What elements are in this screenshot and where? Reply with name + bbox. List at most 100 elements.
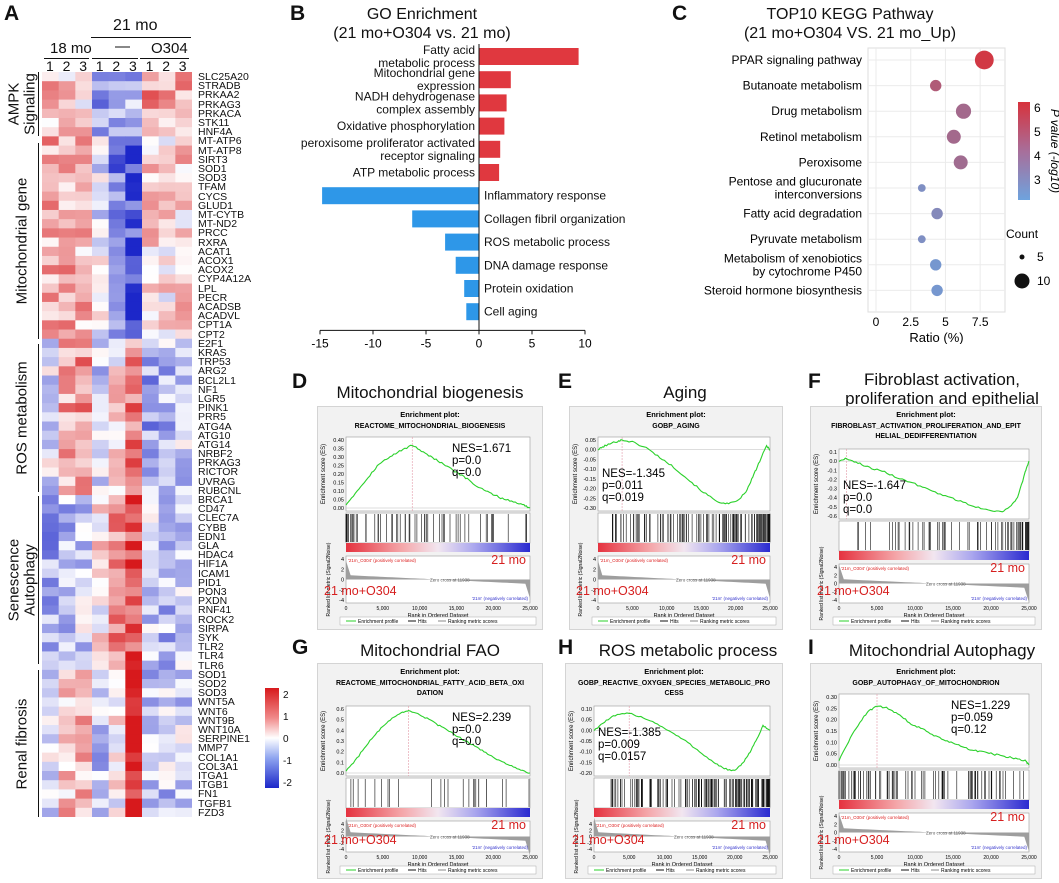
heatmap-cell [58,725,76,735]
heatmap-cell [158,752,176,763]
go-x-tick-label: -10 [364,336,382,350]
kegg-dot [930,259,942,271]
gene-label: PRCC [198,227,228,240]
heatmap-cell [42,504,60,514]
gsea-rank-tick: 15,000 [945,606,961,612]
heatmap-cell [108,393,126,404]
gsea-rank-tick: 25,000 [522,855,538,861]
heatmap-cell [158,320,176,330]
heatmap-cell [175,458,192,468]
heatmap-cell [175,476,192,487]
heatmap-cell [75,72,93,82]
heatmap-cell [75,605,93,616]
go-bar [479,140,501,158]
heatmap-cell [125,531,143,542]
heatmap-cell [92,72,110,82]
heatmap-cell [142,274,160,284]
heatmap-cell [108,163,126,174]
heatmap-cell [158,81,176,91]
gsea-es-tick: -0.15 [583,477,596,483]
heatmap-cell [142,301,160,312]
gsea-plot-d: Enrichment plot: REACTOME_MITOCHONDRIAL_B… [317,406,543,630]
heatmap-cell [42,237,60,248]
gsea-p: p=0.0 [452,455,481,467]
gsea-metric-tick: 4 [341,557,344,563]
heatmap-cell [75,329,93,340]
heatmap-cell [58,366,76,376]
heatmap-cell [108,706,126,717]
heatmap-cell [75,476,93,487]
heatmap-cell [42,357,60,367]
panel-label-c: C [672,2,688,25]
heatmap-cell [158,393,176,404]
heatmap-cell [108,577,126,588]
gsea-es-tick: 0.10 [826,740,837,746]
heatmap-cell [42,320,60,330]
heatmap-cell [42,522,60,533]
heatmap-cell [158,568,176,579]
go-category-label: metabolic process [378,56,475,70]
heatmap-cell [125,191,143,202]
heatmap-cell [158,458,176,468]
heatmap-cell [108,725,126,735]
gsea-plot-heading: Enrichment plot: [644,667,704,676]
heatmap-cell [158,200,176,211]
panel-label-a: A [4,2,20,25]
heatmap-cell [108,384,126,395]
gsea-zero-cross: Zero cross at 11938 [926,582,966,587]
panel-label-e: E [558,370,573,393]
heatmap-cell [58,117,76,128]
go-xlabel-rest: value [480,349,509,350]
go-title: GO Enrichment [366,6,478,23]
heatmap-cell [108,467,126,478]
gsea-legend-profile: Enrichment profile [606,868,647,874]
heatmap-cell [108,301,126,312]
gsea-legend-hits: Hits [911,619,920,625]
heatmap-cell [142,237,160,248]
gene-label: SOD3 [198,172,227,185]
gene-label: BCL2L1 [198,374,236,387]
gene-label: SERPINE1 [198,733,250,746]
heatmap-cell [158,274,176,284]
heatmap-cell [125,357,143,367]
heatmap-cell [142,90,160,100]
heatmap-cell [58,789,76,800]
heatmap-cell [58,237,76,248]
go-x-tick-label: 10 [578,336,592,350]
heatmap-cell [42,200,60,211]
heatmap-cell [92,789,110,800]
heatmap-cell [108,458,126,468]
heatmap-cell [42,311,60,321]
gene-label: ROCK2 [198,613,235,626]
heatmap-cell [125,660,143,671]
gene-label: NRBF2 [198,448,233,461]
go-x-tick-label: -5 [421,336,432,350]
group-label-ampk-1: AMPK [5,82,23,126]
kegg-size-legend-dot [1019,254,1025,260]
heatmap-cell [142,559,160,570]
heatmap-cell [125,292,143,303]
gene-label: ACOX1 [198,254,234,267]
heatmap-cell [175,679,192,689]
heatmap-cell [58,163,76,174]
heatmap-cell [58,265,76,275]
heatmap-cell [42,495,60,505]
gsea-enrichment-curve [838,705,1030,766]
heatmap-cell [175,706,192,717]
gene-label: RNF41 [198,604,232,617]
heatmap-cell [108,715,126,726]
gsea-rank-axis-label: Rank in Ordered Dataset [408,613,469,619]
gene-label: ICAM1 [198,567,231,580]
gsea-metric-tick: -2 [832,590,837,596]
header-21mo: 21 mo [113,17,158,34]
heatmap-cell [92,587,110,597]
heatmap-cell [125,513,143,524]
gsea-es-tick: -0.2 [828,477,837,483]
go-bar [479,71,511,89]
heatmap-cell [142,191,160,202]
heatmap-cell [42,366,60,376]
header-21mo-line [91,37,191,38]
heatmap-cell [42,338,60,349]
heatmap-cell [75,237,93,248]
heatmap-cell [58,90,76,100]
